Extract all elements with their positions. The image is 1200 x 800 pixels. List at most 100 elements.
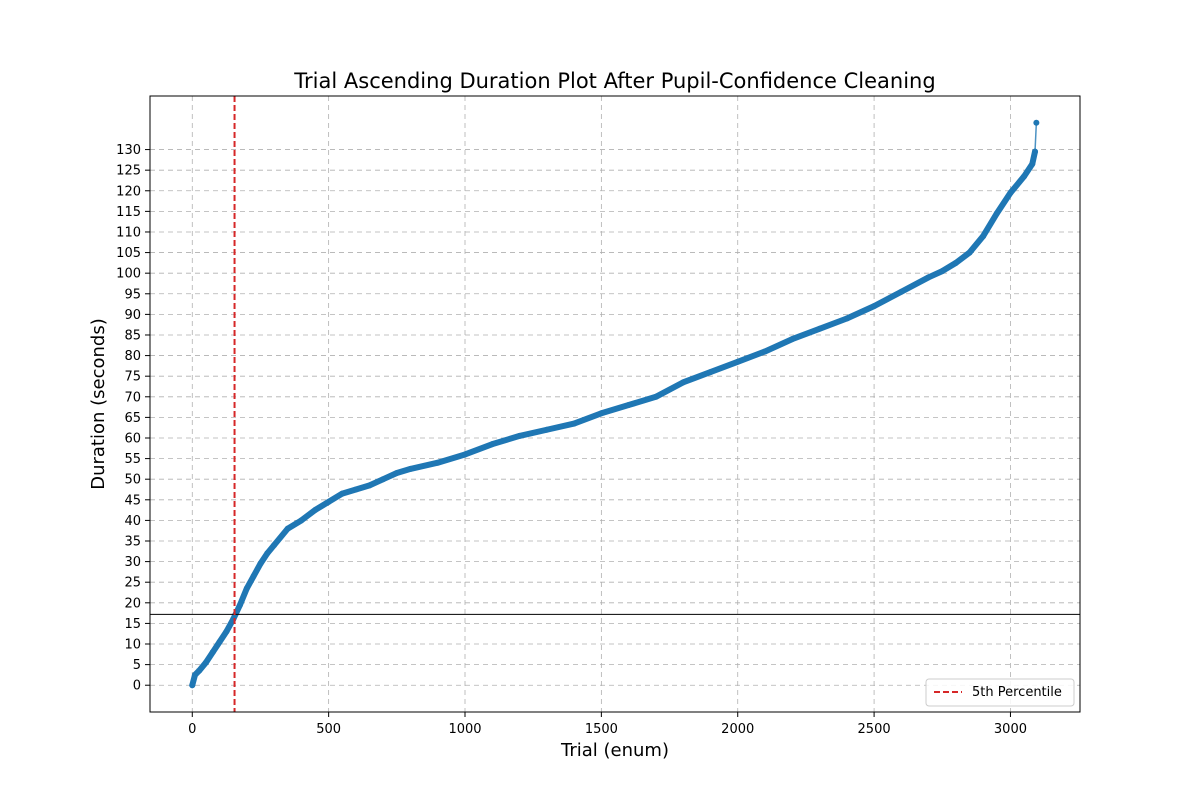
data-point [816, 325, 823, 332]
data-point [223, 628, 230, 635]
data-point [1007, 189, 1014, 196]
y-tick-label: 115 [116, 205, 141, 220]
plot-layer [150, 96, 1080, 712]
y-tick-label: 0 [133, 679, 141, 694]
data-point [625, 402, 632, 409]
data-point [366, 482, 373, 489]
data-point [925, 274, 932, 281]
y-tick-label: 20 [124, 596, 141, 611]
data-point [284, 525, 291, 532]
data-point [189, 682, 196, 689]
data-point [898, 288, 905, 295]
chart-title: Trial Ascending Duration Plot After Pupi… [293, 69, 935, 93]
data-point [237, 601, 243, 608]
data-point [380, 476, 387, 483]
data-point [871, 303, 878, 310]
y-tick-label: 40 [124, 514, 141, 529]
data-point [325, 498, 332, 505]
y-tick-label: 75 [124, 370, 141, 385]
data-point [352, 486, 359, 493]
y-tick-label: 25 [124, 576, 141, 591]
data-point [966, 249, 973, 256]
x-tick-label: 0 [188, 722, 196, 737]
x-tick-label: 1000 [448, 722, 481, 737]
data-point [312, 507, 318, 514]
data-point [298, 517, 305, 524]
data-point [1033, 119, 1040, 126]
y-tick-label: 65 [124, 411, 141, 426]
y-tick-label: 130 [116, 143, 141, 158]
x-tick-label: 2500 [858, 722, 891, 737]
legend: 5th Percentile [925, 678, 1075, 707]
data-point [993, 210, 1000, 217]
data-point [734, 358, 741, 365]
data-point [952, 259, 959, 266]
data-point [489, 441, 496, 448]
y-tick-label: 30 [124, 555, 141, 570]
data-point [516, 432, 523, 439]
x-tick-label: 3000 [994, 722, 1027, 737]
y-tick-label: 80 [124, 349, 141, 364]
legend-label: 5th Percentile [972, 685, 1062, 700]
data-point [652, 393, 659, 400]
y-tick-label: 5 [133, 658, 141, 673]
data-point [1029, 160, 1036, 167]
data-point [196, 667, 203, 674]
x-ticks: 0 500 1000 1500 2000 2500 3000 [188, 712, 1027, 737]
data-point [434, 459, 441, 466]
data-point [250, 573, 257, 580]
series-tail-line [1034, 122, 1038, 152]
data-point [271, 542, 278, 549]
data-point [1021, 173, 1028, 180]
series-line [189, 148, 1038, 689]
plot-frame [149, 95, 1081, 713]
y-tick-label: 95 [124, 287, 141, 302]
y-tick-label: 90 [124, 308, 141, 323]
x-tick-label: 1500 [585, 722, 618, 737]
y-tick-label: 55 [124, 452, 141, 467]
data-point [543, 426, 550, 433]
y-tick-label: 45 [124, 493, 141, 508]
data-point [789, 336, 796, 343]
data-point [202, 659, 209, 666]
data-point [339, 490, 346, 497]
y-tick-label: 60 [124, 431, 141, 446]
data-point [407, 465, 414, 472]
y-tick-label: 70 [124, 390, 141, 405]
data-point [571, 420, 578, 427]
data-point [216, 638, 223, 645]
data-point [393, 470, 400, 477]
x-tick-label: 500 [316, 722, 341, 737]
data-point [462, 451, 468, 458]
x-axis-label: Trial (enum) [560, 740, 669, 761]
grid-layer [150, 96, 1080, 712]
y-tick-label: 120 [116, 184, 141, 199]
y-axis-label: Duration (seconds) [88, 318, 109, 490]
data-point [1032, 148, 1038, 155]
y-tick-label: 85 [124, 328, 141, 343]
data-point [209, 649, 216, 656]
y-tick-label: 50 [124, 473, 141, 488]
data-point [264, 550, 271, 557]
data-point [192, 671, 198, 678]
data-point [762, 348, 768, 355]
x-tick-label: 2000 [721, 722, 754, 737]
data-point [707, 369, 714, 376]
data-point [243, 585, 250, 592]
data-point [598, 410, 605, 417]
y-tick-label: 125 [116, 164, 141, 179]
y-tick-label: 10 [124, 638, 141, 653]
y-ticks: 0 5 10 15 20 25 30 35 40 45 50 55 60 65 70 75 80 85 90 95 10… [116, 143, 150, 694]
y-tick-label: 15 [124, 617, 141, 632]
data-point [257, 560, 264, 567]
data-point [680, 379, 687, 386]
data-point [843, 315, 850, 322]
y-tick-label: 35 [124, 535, 141, 550]
y-tick-label: 100 [116, 267, 141, 282]
y-tick-label: 110 [116, 225, 141, 240]
legend-box [925, 678, 1075, 707]
y-tick-label: 105 [116, 246, 141, 261]
data-point [939, 268, 946, 275]
data-point [980, 233, 987, 240]
